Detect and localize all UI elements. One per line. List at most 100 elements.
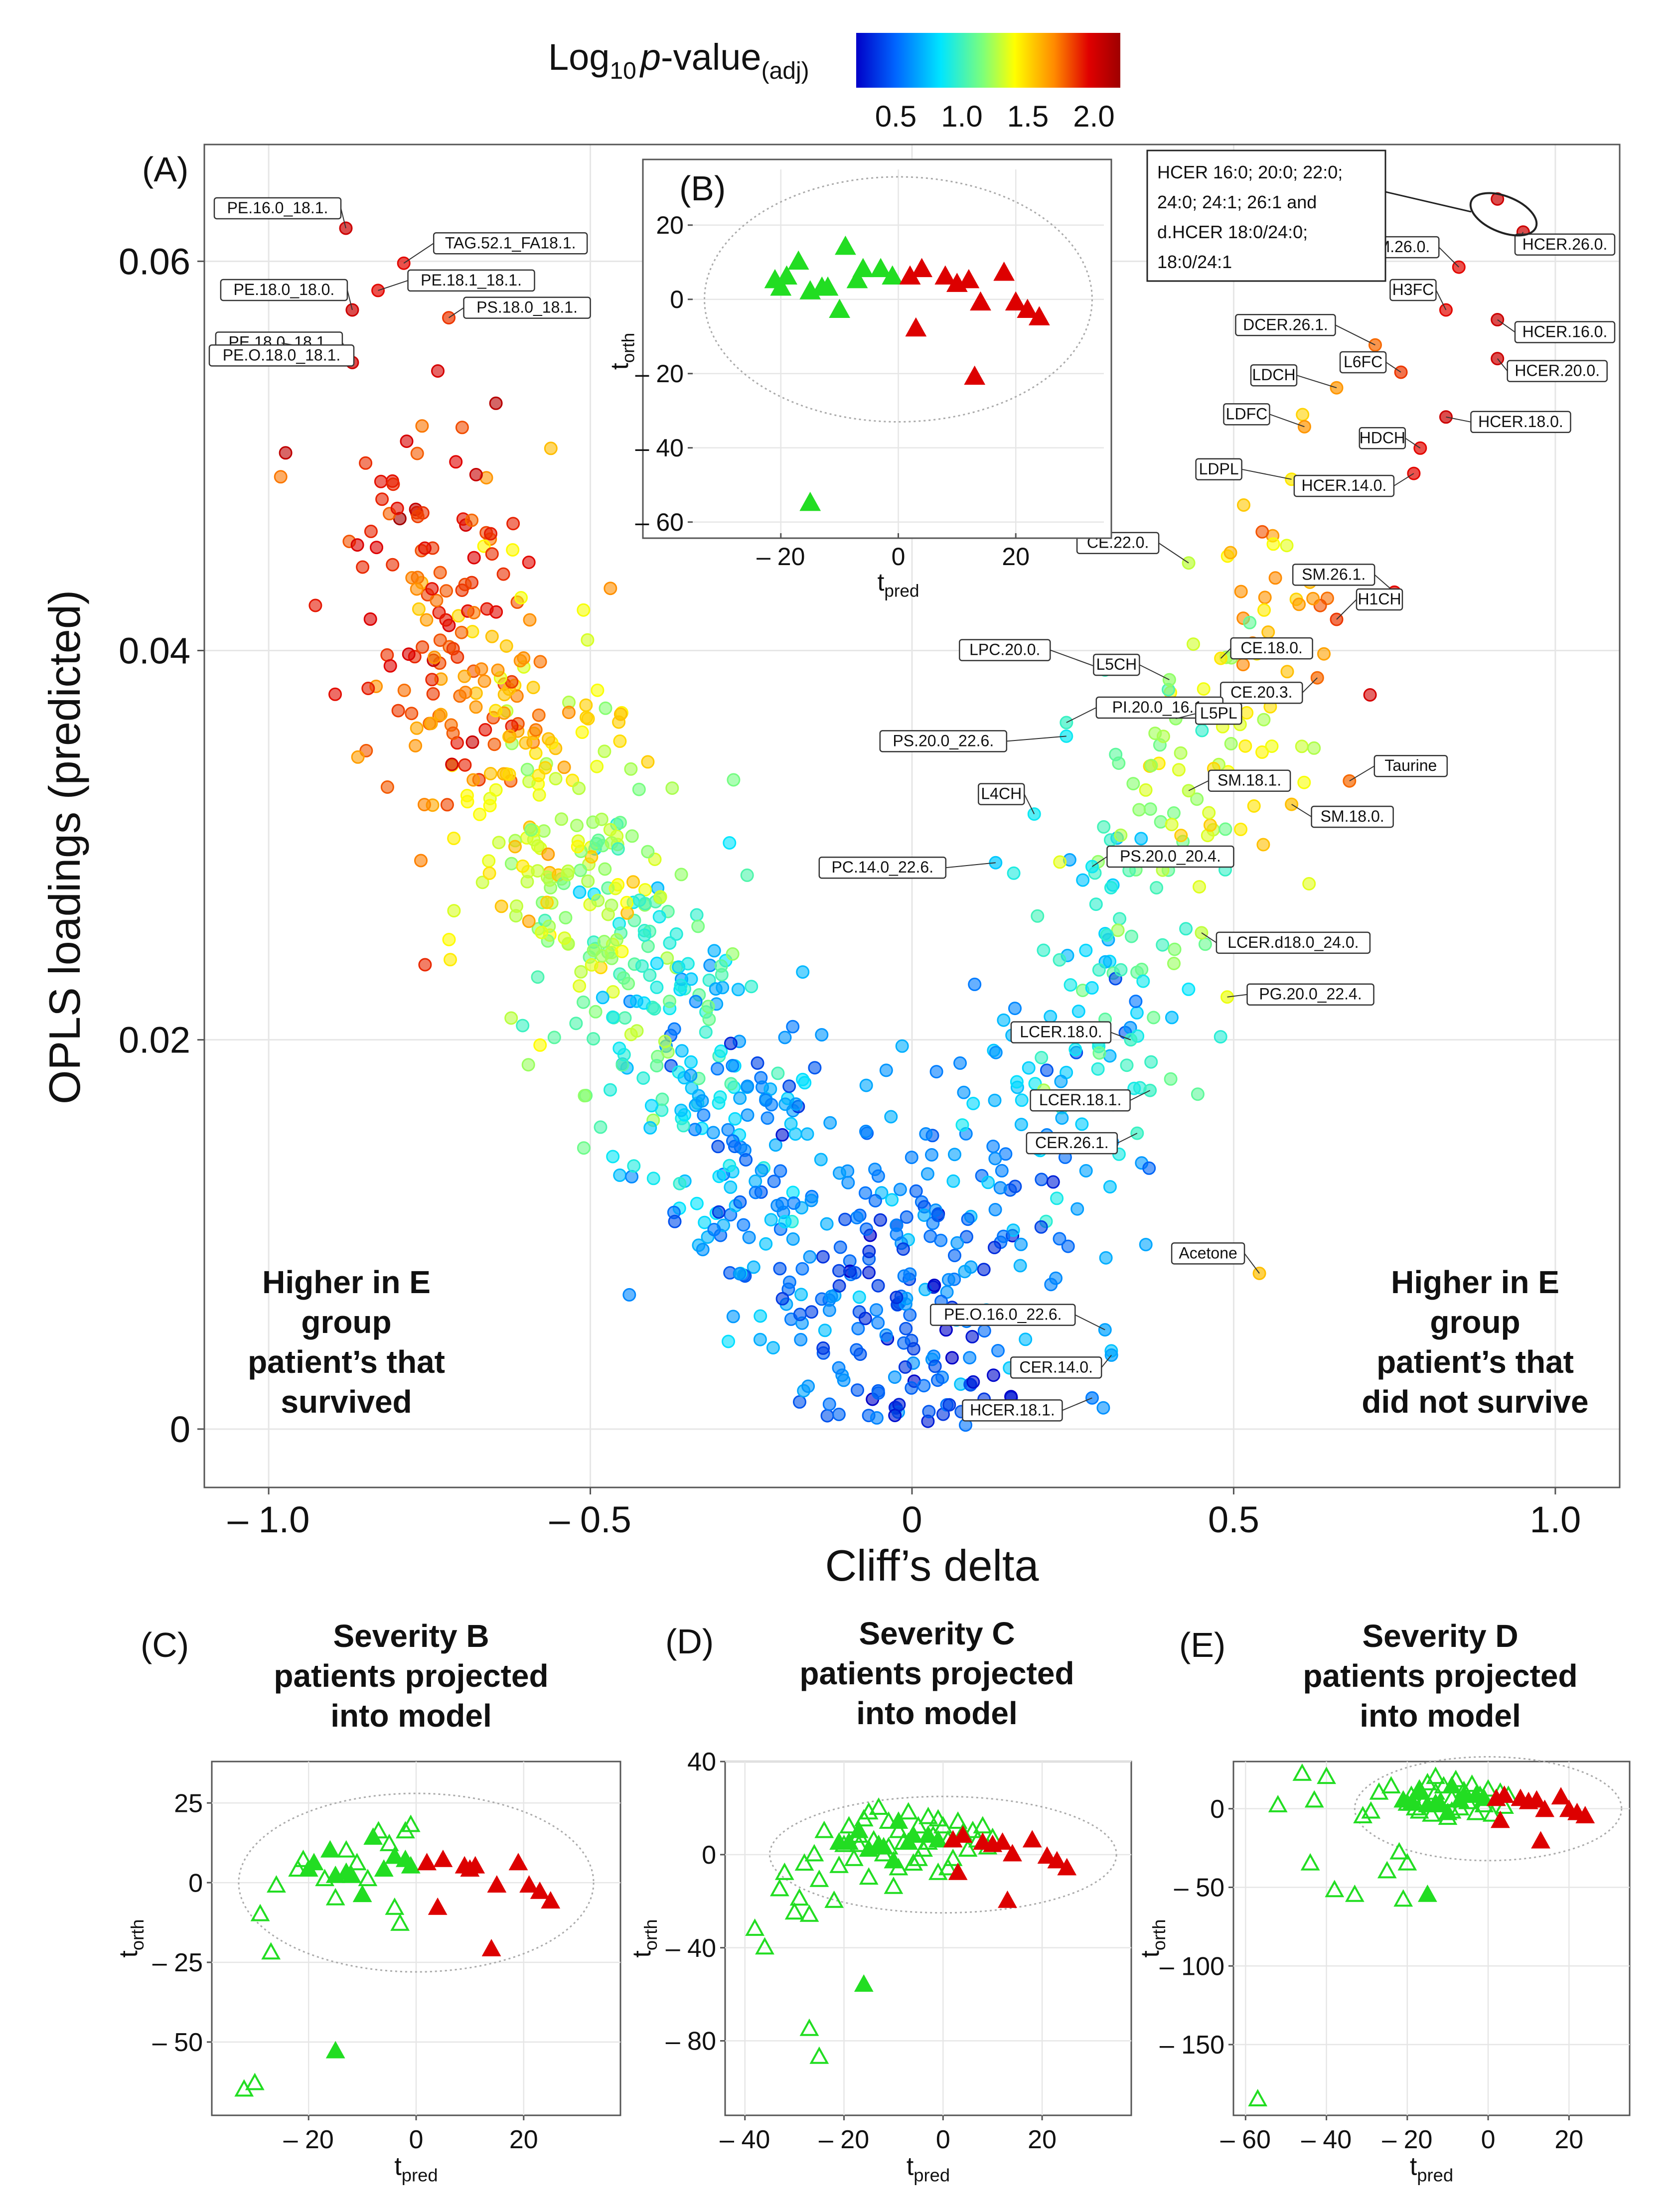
loading-point [1295,739,1309,753]
loading-point [822,1397,836,1411]
loading-point [596,991,609,1005]
loading-point [928,1359,942,1373]
projected-point [889,1820,909,1838]
loading-point [420,613,434,627]
point-label-box [978,783,1025,805]
hcer-callout-box [1146,149,1386,282]
loading-point [469,468,483,481]
loading-point [1168,942,1182,956]
panel-a-xlabel: Cliff’s delta [825,1541,1039,1590]
projected-point [869,1797,889,1815]
loading-point [418,798,431,812]
loading-point [478,723,492,737]
loading-point [611,842,625,856]
point-label: L6FC [1339,351,1401,374]
score-ytick-label: – 20 [635,360,684,388]
loading-point [1265,739,1279,753]
loading-point [1234,822,1248,836]
loading-point [1044,1010,1058,1024]
loading-point [308,598,322,612]
colorbar-ticks: 0.5 1.0 1.5 2.0 [875,100,1115,133]
loading-point [526,681,540,695]
loading-point [684,972,698,986]
point-label: TAG.52.1_FA18.1. [403,232,588,264]
loading-point [397,683,411,697]
panel-e-plot: – 60 – 40 – 20 0 20 0 – 50 – 100 – 150 tpred torth [1136,1756,1631,2186]
loading-point [455,584,469,597]
loading-point [888,1370,902,1384]
loading-point [963,1351,977,1365]
loading-point [922,1405,936,1419]
projected-point [1304,1790,1324,1808]
point-label-leader [1497,319,1516,333]
score-point [948,1862,968,1880]
projected-point [745,1918,765,1936]
loading-point [641,939,655,953]
loading-point [644,1099,658,1113]
loading-point [1037,943,1051,957]
loading-point [503,730,517,743]
loading-point [1292,597,1306,611]
loading-point [465,625,479,638]
projected-point [859,1867,879,1885]
score-point [433,1849,453,1867]
score-xtick-label: – 40 [1301,2125,1352,2154]
loading-point [523,613,537,627]
loading-point [1280,539,1294,553]
loading-point [988,1203,1002,1216]
loading-point [724,1036,738,1050]
loading-point [741,1108,755,1122]
loading-point [469,700,483,714]
panel-label-a: (A) [142,150,188,189]
loading-point [412,602,426,616]
loading-point [800,1127,814,1141]
projected-point [336,1840,356,1858]
point-label: L5CH [1093,653,1170,680]
loading-point [890,1291,904,1305]
loading-point [726,1059,740,1072]
score-ylabel-sub: orth [1149,1919,1169,1950]
score-ylabel: torth [627,1919,661,1957]
score-ylabel-sub: orth [619,333,638,363]
loading-point [1085,981,1099,995]
score-point [1474,1788,1494,1806]
loading-point [1190,792,1204,806]
score-point [1495,1785,1514,1803]
point-label: HCER.18.1. [962,1397,1092,1422]
loading-point [1234,585,1248,598]
loading-point [579,698,593,712]
loading-point [647,1002,661,1016]
projected-point [918,1806,938,1824]
loading-point [1111,923,1125,937]
point-label: LDPL [1195,458,1292,481]
score-ytick-label: 0 [670,286,684,313]
loading-point [920,1167,934,1181]
point-label-text: LDFC [1226,405,1268,423]
loading-point [874,1213,887,1227]
projected-point [824,1890,844,1908]
loading-point [1014,1118,1028,1132]
hotelling-ellipse [1354,1756,1623,1862]
point-label-leader [1227,994,1247,998]
loading-point [773,1262,787,1276]
score-point [1003,1844,1022,1862]
point-label: PS.18.0_18.1. [448,296,591,319]
loading-point [1015,1093,1029,1107]
score-ylabel: torth [114,1919,148,1957]
panel-e-title-line2: patients projected [1303,1658,1577,1694]
score-point [770,276,792,296]
loading-point [739,1153,753,1167]
point-label-box [1356,588,1403,611]
loading-point [885,1193,899,1207]
point-label-text: CE.18.0. [1240,639,1303,657]
loading-point [467,551,481,565]
loading-point [502,767,516,781]
loading-point [590,759,604,773]
projected-point [379,1833,399,1851]
loading-point [561,864,575,878]
point-label-leader [1244,1253,1260,1274]
loading-point [753,1332,767,1346]
loading-point [433,633,447,647]
score-point [541,1891,561,1909]
loading-point [374,474,388,488]
